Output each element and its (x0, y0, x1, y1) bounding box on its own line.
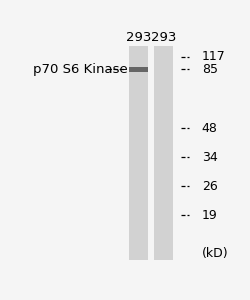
Text: 19: 19 (202, 208, 218, 221)
Bar (154, 46, 173, 260)
Text: 117: 117 (202, 50, 226, 63)
Text: 293: 293 (126, 31, 151, 44)
Text: (kD): (kD) (202, 247, 228, 260)
Text: p70 S6 Kinase: p70 S6 Kinase (33, 63, 128, 76)
Text: 293: 293 (151, 31, 176, 44)
Bar (129, 68, 148, 72)
Text: 34: 34 (202, 151, 218, 164)
Text: 48: 48 (202, 122, 218, 135)
Bar (129, 46, 148, 260)
Text: 85: 85 (202, 63, 218, 76)
Text: 26: 26 (202, 180, 218, 193)
